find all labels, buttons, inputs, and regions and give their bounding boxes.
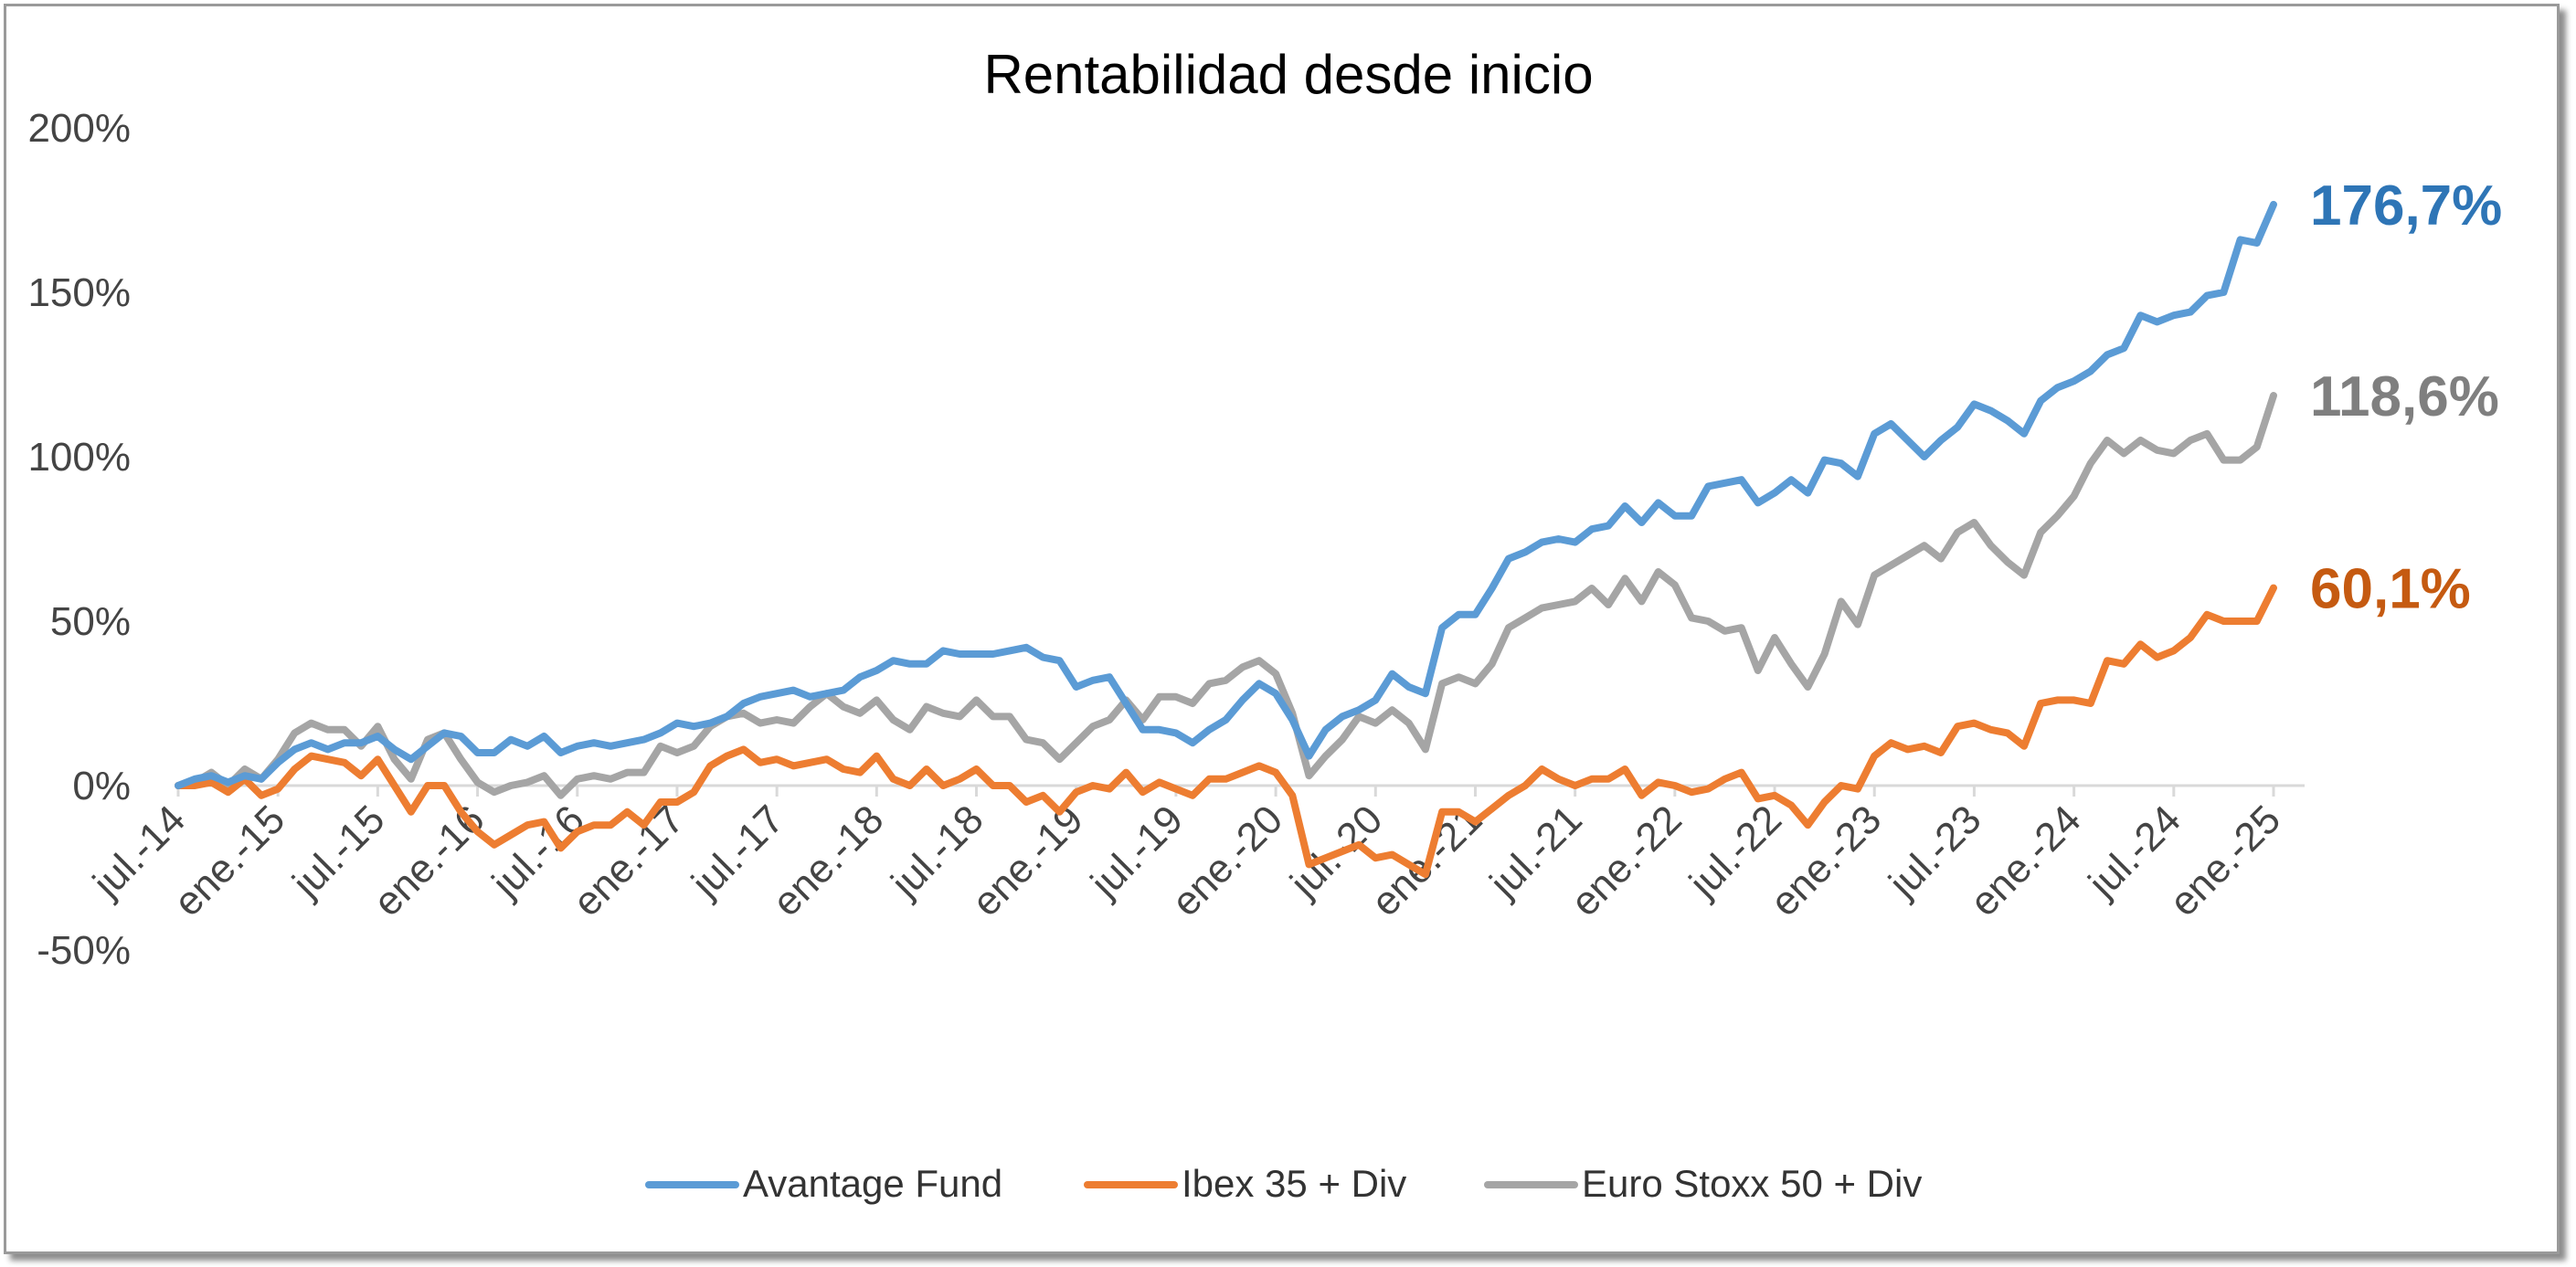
y-tick-label: 50% (50, 599, 131, 644)
x-tick-label: ene.-16 (365, 797, 493, 924)
legend: Avantage Fund Ibex 35 + Div Euro Stoxx 50 … (645, 1162, 1922, 1205)
y-tick-label: 200% (27, 106, 131, 151)
end-labels: 176,7% 60,1% 118,6% (2310, 174, 2502, 621)
end-label-1: 60,1% (2310, 558, 2471, 621)
x-tick-label: ene.-19 (964, 797, 1092, 924)
series-group (175, 200, 2277, 879)
legend-label: Ibex 35 + Div (1182, 1162, 1406, 1205)
x-tick-label: ene.-23 (1762, 797, 1890, 924)
chart-title: Rentabilidad desde inicio (983, 44, 1593, 105)
y-axis: 200% 150% 100% 50% 0% -50% (27, 106, 131, 973)
end-label-2: 118,6% (2310, 365, 2499, 428)
legend-label: Euro Stoxx 50 + Div (1582, 1162, 1922, 1205)
series-line-2 (175, 392, 2277, 799)
series-line-1 (175, 584, 2277, 879)
x-tick-label: ene.-24 (1962, 797, 2090, 924)
chart-frame (4, 4, 2560, 1254)
y-tick-label: 100% (27, 435, 131, 480)
y-tick-label: 0% (72, 764, 131, 808)
y-tick-label: 150% (27, 270, 131, 315)
x-tick-label: ene.-25 (2161, 797, 2289, 924)
end-label-0: 176,7% (2310, 174, 2502, 238)
x-tick-label: ene.-22 (1563, 797, 1691, 924)
y-tick-label: -50% (37, 928, 131, 973)
legend-label: Avantage Fund (743, 1162, 1002, 1205)
x-tick-label: ene.-20 (1163, 797, 1291, 924)
x-tick-label: ene.-15 (165, 797, 293, 924)
x-tick-label: ene.-18 (764, 797, 892, 924)
series-line-0 (175, 200, 2277, 789)
